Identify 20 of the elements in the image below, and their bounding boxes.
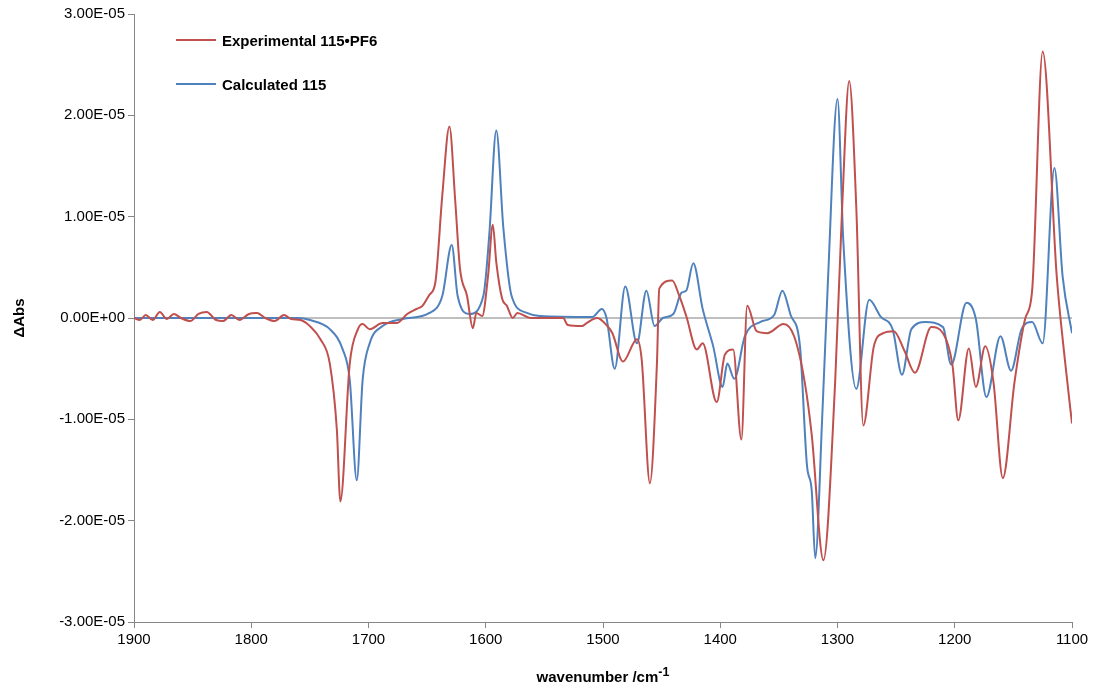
y-tick-label: -3.00E-05	[59, 612, 125, 630]
x-tick-label: 1100	[1055, 630, 1089, 648]
x-tick-label: 1900	[117, 630, 151, 648]
y-tick-label: 0.00E+00	[60, 308, 125, 326]
x-tick-label: 1200	[938, 630, 972, 648]
x-axis-title: wavenumber /cm$^{-1}$	[536, 665, 670, 685]
y-tick-label: -1.00E-05	[59, 409, 125, 427]
x-tick-label: 1500	[586, 630, 620, 648]
y-axis-title: ΔAbs	[9, 298, 27, 338]
y-tick-label: -2.00E-05	[59, 510, 125, 528]
y-tick-label: 2.00E-05	[64, 105, 125, 123]
y-tick-label: 1.00E-05	[64, 206, 125, 224]
x-tick-label: 1300	[820, 630, 855, 648]
x-tick-label: 1400	[703, 630, 737, 648]
legend-label: Experimental 115•PF6	[222, 31, 378, 49]
y-tick-label: 3.00E-05	[64, 4, 125, 22]
legend-label: Calculated 115	[222, 75, 327, 93]
x-tick-label: 1800	[234, 630, 268, 648]
x-tick-label: 1700	[351, 630, 386, 648]
x-tick-label: 1600	[469, 630, 503, 648]
